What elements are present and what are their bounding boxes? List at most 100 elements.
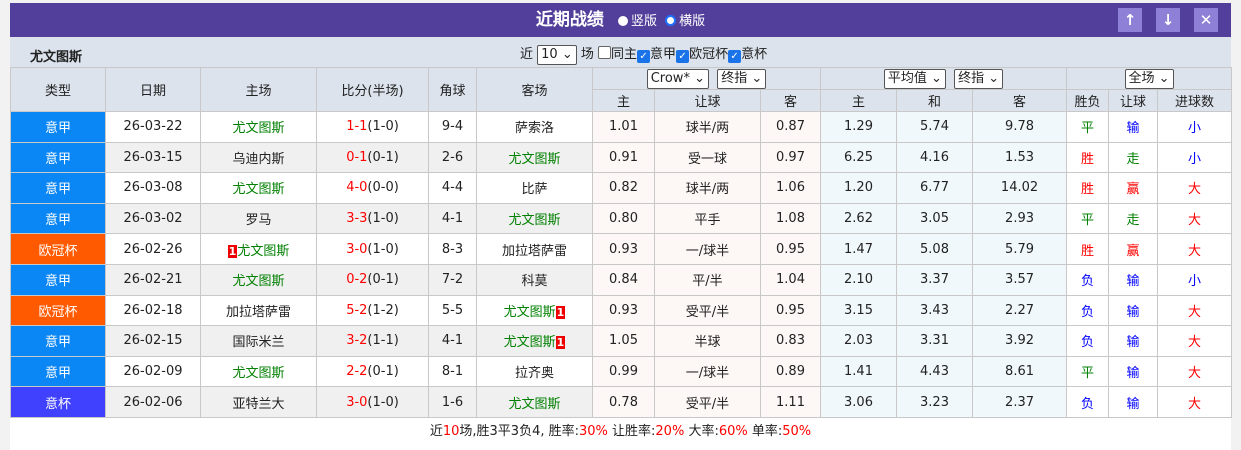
competition-badge[interactable]: 意甲 bbox=[10, 172, 106, 204]
scope-select[interactable]: 全场 ⌄ bbox=[1124, 68, 1174, 89]
avg-draw: 3.43 bbox=[896, 294, 974, 327]
home-team: 1尤文图斯 bbox=[200, 233, 317, 265]
team-link[interactable]: 尤文图斯 bbox=[508, 213, 561, 229]
score[interactable]: 3-0(1-0) bbox=[316, 233, 429, 265]
subcol-result: 胜负 bbox=[1066, 89, 1110, 112]
team-link[interactable]: 国际米兰 bbox=[232, 335, 285, 351]
handicap-result: 输 bbox=[1108, 355, 1159, 388]
home-team: 尤文图斯 bbox=[200, 111, 317, 143]
handicap-result: 输 bbox=[1108, 325, 1159, 357]
competition-badge[interactable]: 意甲 bbox=[10, 202, 106, 235]
home-team: 尤文图斯 bbox=[200, 263, 317, 296]
team-link[interactable]: 加拉塔萨雷 bbox=[501, 243, 567, 259]
team-link[interactable]: 尤文图斯 bbox=[508, 151, 561, 167]
score[interactable]: 2-2(0-1) bbox=[316, 355, 429, 388]
vertical-radio[interactable] bbox=[617, 16, 628, 26]
match-count-select[interactable]: 10 ⌄ bbox=[537, 45, 577, 65]
col-away: 客场 bbox=[476, 67, 593, 112]
team-link[interactable]: 尤文图斯 bbox=[508, 396, 561, 412]
away-team: 尤文图斯1 bbox=[476, 294, 593, 327]
competition-badge[interactable]: 意甲 bbox=[10, 141, 106, 174]
goals-result: 大 bbox=[1157, 202, 1233, 235]
odds-away: 0.95 bbox=[759, 294, 822, 327]
move-down-button[interactable]: ↓ bbox=[1156, 8, 1180, 32]
team-link[interactable]: 尤文图斯 bbox=[232, 121, 285, 137]
corners: 4-1 bbox=[428, 325, 477, 357]
team-link[interactable]: 尤文图斯 bbox=[232, 366, 285, 382]
odds-kind-select-2[interactable]: 终指 ⌄ bbox=[954, 68, 1004, 89]
match-date: 26-02-06 bbox=[105, 386, 201, 418]
avg-home: 1.29 bbox=[820, 111, 898, 143]
recent-record-panel: 近期战绩 竖版 横版 ↑ ↓ ✕ 尤文图斯 近 10 ⌄ 场 同主 ✓ 意甲 ✓ 欧冠杯… bbox=[10, 3, 1233, 450]
odds-handicap: 受平/半 bbox=[654, 386, 761, 418]
odds-handicap: 受平/半 bbox=[654, 294, 761, 327]
score[interactable]: 3-0(1-0) bbox=[316, 386, 429, 418]
team-link[interactable]: 乌迪内斯 bbox=[232, 151, 285, 167]
team-link[interactable]: 加拉塔萨雷 bbox=[225, 304, 291, 320]
recent-label: 近 bbox=[520, 47, 534, 62]
team-link[interactable]: 亚特兰大 bbox=[232, 396, 285, 412]
avg-select[interactable]: 平均值 ⌄ bbox=[883, 68, 946, 89]
competition-badge[interactable]: 意甲 bbox=[10, 325, 106, 357]
coppa-label: 意杯 bbox=[741, 47, 768, 62]
table-row: 意甲 26-03-22 尤文图斯 1-1(1-0) 9-4 萨索洛 1.01 球… bbox=[10, 111, 1233, 143]
odds-away: 1.04 bbox=[759, 263, 822, 296]
coppa-checkbox[interactable]: ✓ bbox=[728, 50, 742, 63]
odds-handicap: 平手 bbox=[654, 202, 761, 235]
same-home-checkbox[interactable] bbox=[598, 46, 612, 59]
score[interactable]: 1-1(1-0) bbox=[316, 111, 429, 143]
team-link[interactable]: 科莫 bbox=[521, 274, 548, 290]
competition-badge[interactable]: 意甲 bbox=[10, 355, 106, 388]
vertical-label: 竖版 bbox=[630, 14, 657, 29]
horizontal-radio[interactable] bbox=[665, 15, 677, 26]
away-team: 加拉塔萨雷 bbox=[476, 233, 593, 265]
team-link[interactable]: 罗马 bbox=[245, 213, 272, 229]
close-button[interactable]: ✕ bbox=[1194, 8, 1218, 32]
goals-result: 小 bbox=[1157, 141, 1233, 174]
goals-result: 大 bbox=[1157, 172, 1233, 204]
team-link[interactable]: 尤文图斯 bbox=[503, 304, 556, 320]
avg-home: 3.06 bbox=[820, 386, 898, 418]
subcol-company-away: 客 bbox=[759, 89, 822, 112]
odds-handicap: 平/半 bbox=[654, 263, 761, 296]
odds-kind-select-1[interactable]: 终指 ⌄ bbox=[717, 68, 767, 89]
score[interactable]: 3-2(1-1) bbox=[316, 325, 429, 357]
match-date: 26-03-08 bbox=[105, 172, 201, 204]
team-link[interactable]: 萨索洛 bbox=[514, 121, 554, 137]
avg-draw: 4.16 bbox=[896, 141, 974, 174]
team-link[interactable]: 尤文图斯 bbox=[237, 243, 290, 259]
odds-away: 0.89 bbox=[759, 355, 822, 388]
result: 负 bbox=[1066, 294, 1110, 327]
result: 胜 bbox=[1066, 172, 1110, 204]
ucl-checkbox[interactable]: ✓ bbox=[676, 50, 690, 63]
team-link[interactable]: 尤文图斯 bbox=[232, 182, 285, 198]
col-corner: 角球 bbox=[428, 67, 477, 112]
score[interactable]: 4-0(0-0) bbox=[316, 172, 429, 204]
red-card-badge: 1 bbox=[555, 336, 566, 350]
team-link[interactable]: 尤文图斯 bbox=[503, 335, 556, 351]
away-team: 尤文图斯 bbox=[476, 141, 593, 174]
handicap-result: 赢 bbox=[1108, 233, 1159, 265]
competition-badge[interactable]: 意甲 bbox=[10, 111, 106, 143]
result: 负 bbox=[1066, 263, 1110, 296]
team-link[interactable]: 尤文图斯 bbox=[232, 274, 285, 290]
team-name: 尤文图斯 bbox=[30, 50, 83, 65]
team-link[interactable]: 比萨 bbox=[521, 182, 548, 198]
score[interactable]: 3-3(1-0) bbox=[316, 202, 429, 235]
avg-home: 3.15 bbox=[820, 294, 898, 327]
competition-badge[interactable]: 欧冠杯 bbox=[10, 294, 106, 327]
match-date: 26-03-22 bbox=[105, 111, 201, 143]
subcol-avg-home: 主 bbox=[820, 89, 898, 112]
company-select[interactable]: Crow* ⌄ bbox=[646, 68, 709, 89]
move-up-button[interactable]: ↑ bbox=[1118, 8, 1142, 32]
serie-a-checkbox[interactable]: ✓ bbox=[637, 50, 651, 63]
competition-badge[interactable]: 意甲 bbox=[10, 263, 106, 296]
avg-draw: 6.77 bbox=[896, 172, 974, 204]
score[interactable]: 5-2(1-2) bbox=[316, 294, 429, 327]
team-link[interactable]: 拉齐奥 bbox=[514, 366, 554, 382]
score[interactable]: 0-1(0-1) bbox=[316, 141, 429, 174]
avg-away: 2.37 bbox=[972, 386, 1068, 418]
competition-badge[interactable]: 欧冠杯 bbox=[10, 233, 106, 265]
competition-badge[interactable]: 意杯 bbox=[10, 386, 106, 418]
score[interactable]: 0-2(0-1) bbox=[316, 263, 429, 296]
